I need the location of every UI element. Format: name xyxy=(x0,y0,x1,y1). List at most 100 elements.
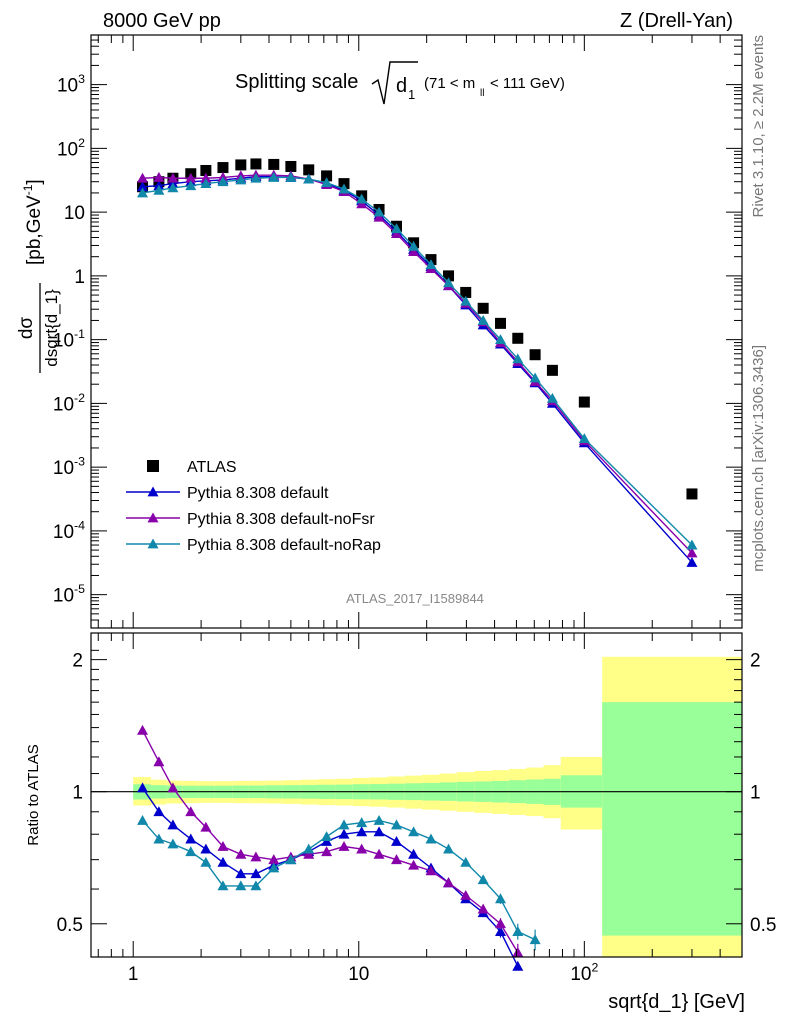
mc-point-3 xyxy=(167,182,179,193)
ratio-point-2 xyxy=(477,874,489,885)
analysis-id: ATLAS_2017_I1589844 xyxy=(346,591,484,606)
ratio-point-1 xyxy=(477,903,489,914)
ratio-point-2 xyxy=(443,843,455,854)
ratio-point-0 xyxy=(185,833,197,844)
mc-point-3 xyxy=(686,539,698,550)
ratio-point-2 xyxy=(185,846,197,857)
atlas-data-point xyxy=(303,164,315,176)
ratio-point-1 xyxy=(443,877,455,888)
ratio-point-2 xyxy=(268,862,280,873)
mc-point-3 xyxy=(153,184,165,195)
top-y-axis-label: dσ dsqrt{d_1} xyxy=(16,283,61,373)
ratio-y-tick-label: 0.5 xyxy=(57,915,83,936)
ratio-y-tick-label: 2 xyxy=(72,651,83,672)
stat-uncertainty-band xyxy=(602,702,742,936)
legend: ATLAS Pythia 8.308 default Pythia 8.308 de… xyxy=(126,459,381,554)
mc-point-3 xyxy=(321,177,333,188)
ratio-point-2 xyxy=(373,814,385,825)
top-y-tick-label: 10 xyxy=(64,203,85,224)
ratio-series-layer xyxy=(137,724,541,971)
atlas-data-point xyxy=(460,286,472,298)
ratio-point-0 xyxy=(512,960,524,971)
legend-label: Pythia 8.308 default-noFsr xyxy=(187,511,375,528)
ratio-point-0 xyxy=(167,819,179,830)
top-y-tick-label: 1 xyxy=(74,267,85,288)
ratio-point-2 xyxy=(408,826,420,837)
atlas-data-point xyxy=(250,158,262,170)
mc-point-2 xyxy=(153,171,165,182)
atlas-data-point xyxy=(285,160,297,172)
ratio-point-1 xyxy=(391,854,403,865)
atlas-data-point xyxy=(686,488,698,500)
plot-title: Splitting scale d 1 (71 < m ll < 111 GeV… xyxy=(235,61,565,105)
ratio-point-2 xyxy=(460,856,472,867)
ratio-point-1 xyxy=(425,865,437,876)
mc-point-3 xyxy=(235,174,247,185)
ratio-point-2 xyxy=(425,833,437,844)
ratio-point-2 xyxy=(137,814,149,825)
ratio-point-2 xyxy=(235,880,247,891)
mc-point-2 xyxy=(686,547,698,558)
ratio-point-1 xyxy=(495,918,507,929)
atlas-data-point xyxy=(477,302,489,314)
mc-line-1 xyxy=(142,175,693,563)
mc-point-3 xyxy=(460,295,472,306)
mc-point-3 xyxy=(303,173,315,184)
ratio-point-2 xyxy=(512,926,524,936)
mc-point-3 xyxy=(285,171,297,182)
x-tick-label: 10 xyxy=(348,964,369,985)
ratio-point-1 xyxy=(185,806,197,817)
ratio-point-2 xyxy=(250,880,262,891)
mc-point-3 xyxy=(268,171,280,182)
ratio-point-0 xyxy=(250,868,262,879)
ratio-point-1 xyxy=(303,848,315,859)
bottom-axes: 1 10 102 0.5 0.5 1 1 2 2 xyxy=(57,632,776,985)
ratio-y-axis-label: Ratio to ATLAS xyxy=(25,744,42,845)
ratio-line-1 xyxy=(141,730,519,953)
ratio-point-1 xyxy=(338,841,350,851)
ratio-point-1 xyxy=(460,889,472,900)
legend-label: Pythia 8.308 default xyxy=(187,485,329,502)
ratio-point-2 xyxy=(200,856,212,867)
ratio-point-1 xyxy=(167,782,179,793)
ratio-point-0 xyxy=(356,826,368,837)
top-axes: 10-5 10-4 10-3 10-2 10-1 1 10 102 103 xyxy=(53,34,743,629)
ylabel-units: [pb,GeV xyxy=(24,195,45,265)
atlas-data-point xyxy=(512,332,524,344)
bottom-frame xyxy=(90,632,743,958)
ratio-point-2 xyxy=(321,831,333,842)
ratio-point-1 xyxy=(373,848,385,859)
top-y-axis-units: [pb,GeV-1] xyxy=(21,179,45,265)
ratio-point-2 xyxy=(529,934,541,945)
ratio-point-2 xyxy=(356,817,368,828)
ratio-line-0 xyxy=(141,787,519,967)
atlas-data-point xyxy=(268,158,280,170)
ratio-point-0 xyxy=(338,828,350,839)
x-tick-label: 102 xyxy=(570,960,598,985)
mc-point-3 xyxy=(495,334,507,345)
mc-point-2 xyxy=(167,172,179,183)
ratio-point-1 xyxy=(321,846,333,857)
atlas-data-point xyxy=(200,164,212,176)
ratio-point-0 xyxy=(408,848,420,859)
ratio-point-2 xyxy=(217,880,229,891)
ratio-point-1 xyxy=(235,848,247,859)
mc-point-3 xyxy=(356,193,368,204)
ratio-point-1 xyxy=(250,851,262,862)
header-right: Z (Drell-Yan) xyxy=(620,10,733,32)
mc-point-2 xyxy=(185,172,197,183)
ratio-point-0 xyxy=(217,856,229,867)
mc-point-2 xyxy=(200,172,212,183)
ratio-y-tick-label-right: 0.5 xyxy=(750,915,776,936)
mc-point-3 xyxy=(512,353,524,364)
top-y-tick-label: 10-5 xyxy=(53,582,85,607)
top-y-tick-label: 10-3 xyxy=(53,455,85,480)
ylabel-units-sup: -1 xyxy=(21,184,35,195)
mc-point-3 xyxy=(408,240,420,251)
mc-point-1 xyxy=(686,556,698,567)
mc-point-3 xyxy=(200,178,212,189)
ratio-point-0 xyxy=(373,826,385,837)
atlas-data-point xyxy=(217,162,229,174)
mc-point-3 xyxy=(546,392,558,403)
